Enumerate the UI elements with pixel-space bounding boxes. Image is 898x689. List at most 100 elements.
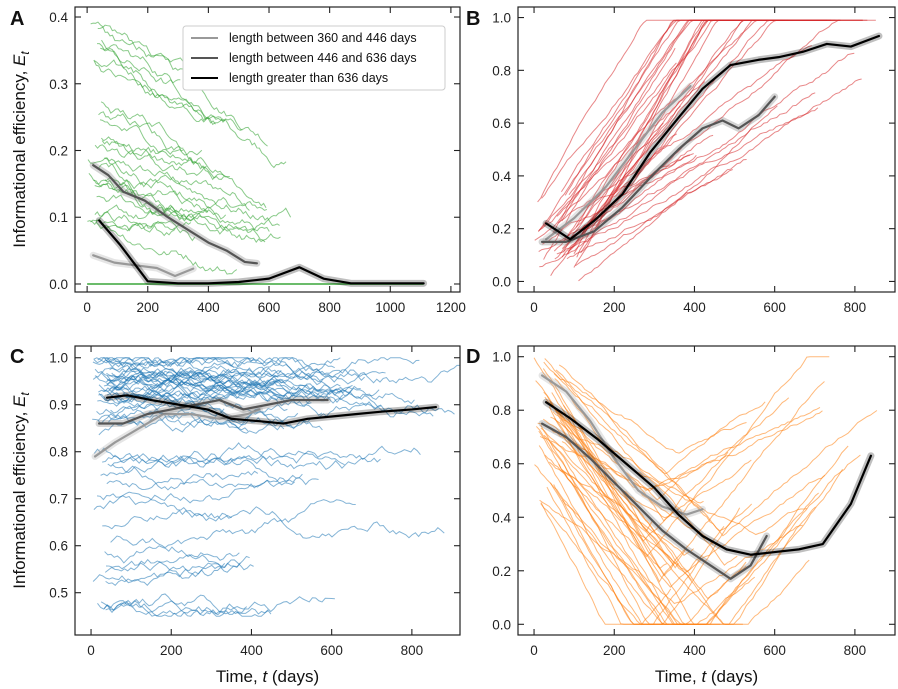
raw-trace xyxy=(104,555,250,580)
x-tick-label: 800 xyxy=(318,300,341,315)
raw-trace xyxy=(102,499,356,530)
x-tick-label: 200 xyxy=(136,300,159,315)
plot-area xyxy=(87,21,428,287)
raw-trace xyxy=(540,502,725,625)
x-tick-label: 600 xyxy=(763,643,786,658)
y-tick-label: 0.5 xyxy=(49,586,68,601)
raw-trace xyxy=(575,169,733,267)
raw-trace xyxy=(105,554,254,571)
plot-area xyxy=(91,357,460,617)
axes-frame xyxy=(74,345,461,636)
x-tick-label: 1000 xyxy=(375,300,405,315)
raw-trace xyxy=(96,379,341,418)
raw-trace xyxy=(111,365,279,392)
x-tick-label: 400 xyxy=(683,643,706,658)
raw-trace xyxy=(106,477,319,490)
raw-trace xyxy=(114,375,455,418)
raw-trace xyxy=(538,62,677,232)
raw-trace xyxy=(538,107,819,253)
series-line-1 xyxy=(544,85,692,241)
x-tick-label: 200 xyxy=(603,300,626,315)
raw-trace xyxy=(561,469,826,573)
raw-trace xyxy=(538,430,668,625)
raw-trace xyxy=(103,593,272,617)
raw-trace xyxy=(551,381,825,577)
raw-trace xyxy=(538,445,672,626)
raw-trace xyxy=(561,441,752,519)
x-axis-title: Time, t (days) xyxy=(216,667,319,686)
raw-trace xyxy=(110,517,445,549)
raw-trace xyxy=(94,59,287,169)
raw-trace xyxy=(544,396,790,501)
y-tick-label: 0.0 xyxy=(49,277,68,292)
panel-c: C 0 200 400 600 800 0.5 0.6 0.7 0.8 0.9 1.0 Informa… xyxy=(10,345,461,686)
panel-b: B 0 200 400 600 800 0.0 0.2 0.4 0.6 0.8 1.0 xyxy=(466,6,896,315)
plot-area xyxy=(533,356,878,626)
y-tick-label: 0.0 xyxy=(492,617,511,632)
raw-trace xyxy=(95,222,238,275)
legend-box xyxy=(182,25,446,91)
raw-trace xyxy=(100,136,230,178)
raw-trace xyxy=(104,174,280,226)
y-tick-label: 0.4 xyxy=(492,169,511,184)
raw-trace xyxy=(539,92,816,268)
series-line-1 xyxy=(92,254,195,278)
y-tick-label: 0.3 xyxy=(49,77,68,92)
y-tick-label: 0.8 xyxy=(492,63,511,78)
raw-trace xyxy=(92,562,226,584)
y-tick-label: 0.7 xyxy=(49,492,68,507)
series-line-1 xyxy=(93,408,261,458)
raw-trace xyxy=(98,111,184,149)
y-tick-label: 0.6 xyxy=(49,539,68,554)
x-tick-label: 800 xyxy=(844,643,867,658)
x-tick-label: 400 xyxy=(683,300,706,315)
raw-trace xyxy=(99,119,225,180)
raw-trace xyxy=(90,21,186,63)
raw-trace xyxy=(541,19,680,199)
y-tick-label: 1.0 xyxy=(49,351,68,366)
raw-trace xyxy=(558,364,753,532)
raw-trace xyxy=(563,19,721,252)
series-line-2 xyxy=(540,422,768,580)
legend-label-3: length greater than 636 days xyxy=(229,71,388,85)
raw-trace xyxy=(105,562,241,586)
raw-trace xyxy=(543,434,680,542)
raw-trace xyxy=(550,441,686,625)
raw-trace xyxy=(97,596,335,617)
raw-trace xyxy=(101,357,420,383)
series-line-2 xyxy=(540,95,776,243)
y-tick-label: 0.6 xyxy=(492,116,511,131)
series-line-3 xyxy=(98,219,425,285)
raw-trace xyxy=(90,219,196,242)
raw-trace xyxy=(106,357,335,382)
raw-trace xyxy=(98,367,282,404)
y-tick-label: 0.1 xyxy=(49,210,68,225)
y-tick-label: 0.2 xyxy=(49,144,68,159)
raw-trace xyxy=(87,204,270,232)
legend-label-1: length between 360 and 446 days xyxy=(229,31,417,45)
raw-trace xyxy=(106,370,323,416)
x-tick-label: 400 xyxy=(240,643,263,658)
raw-trace xyxy=(93,491,233,522)
x-axis-title: Time, t (days) xyxy=(655,667,758,686)
raw-trace xyxy=(544,454,668,569)
raw-trace xyxy=(101,140,207,177)
raw-trace xyxy=(535,380,674,566)
raw-trace xyxy=(112,445,421,474)
raw-trace xyxy=(94,210,176,231)
raw-trace xyxy=(106,375,278,403)
raw-trace xyxy=(104,357,247,397)
raw-trace xyxy=(100,47,181,85)
raw-trace xyxy=(561,19,704,222)
series-line-2 xyxy=(97,398,329,425)
panel-letter-d: D xyxy=(466,346,480,368)
raw-trace xyxy=(92,374,312,405)
y-tick-label: 0.4 xyxy=(49,10,68,25)
y-tick-label: 1.0 xyxy=(492,350,511,365)
series-line-2 xyxy=(92,164,258,265)
panel-d: D 0 200 400 600 800 0.0 0.2 0.4 0.6 0.8 1.0 Time, t… xyxy=(466,345,896,686)
raw-trace xyxy=(94,144,203,158)
raw-trace xyxy=(553,484,686,625)
x-tick-label: 0 xyxy=(530,300,538,315)
